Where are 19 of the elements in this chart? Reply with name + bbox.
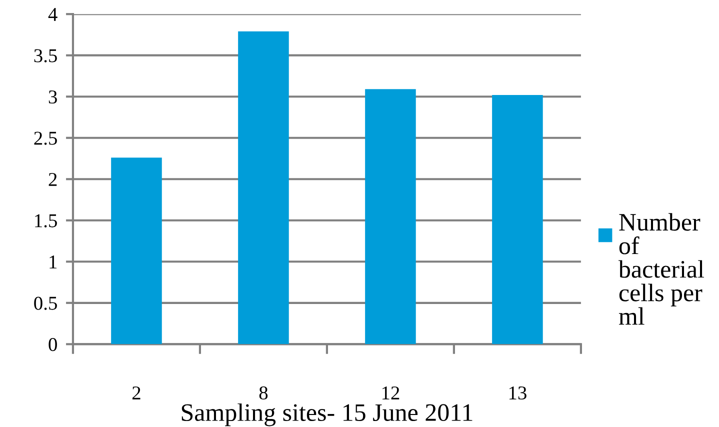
y-tick-label: 0.5 xyxy=(34,296,57,310)
x-tick-label: 2 xyxy=(132,386,140,400)
x-axis-title: Sampling sites- 15 June 2011 xyxy=(182,403,472,426)
y-tick-label: 2 xyxy=(48,172,57,186)
x-tick-label: 12 xyxy=(382,386,400,400)
y-tick-label: 3.5 xyxy=(34,49,57,62)
x-tick-label: 8 xyxy=(259,386,268,400)
y-tick-label: 1 xyxy=(50,256,57,268)
bar xyxy=(492,94,543,344)
legend-label: Number of bacterial cells per ml xyxy=(618,213,704,325)
x-tick-label: 13 xyxy=(509,386,526,400)
y-tick-label: 1.5 xyxy=(35,214,57,228)
y-tick-label: 0 xyxy=(48,338,57,352)
y-tick-label: 2.5 xyxy=(34,132,57,145)
bar xyxy=(365,89,416,344)
y-tick-label: 4 xyxy=(48,8,58,21)
y-tick-label: 3 xyxy=(48,90,57,104)
bar xyxy=(238,31,289,344)
bar xyxy=(111,158,162,344)
